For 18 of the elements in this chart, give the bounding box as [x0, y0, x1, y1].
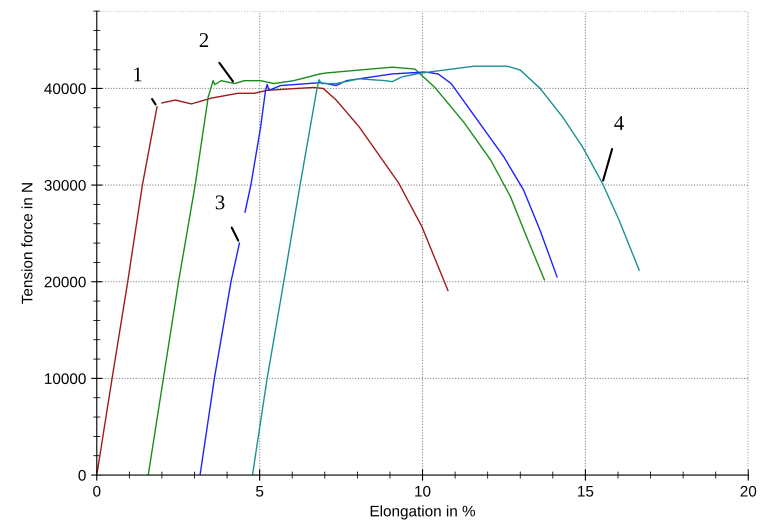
y-tick-label: 20000 — [44, 276, 86, 288]
y-tick-label: 40000 — [44, 83, 86, 94]
y-tick-label: 30000 — [44, 180, 86, 191]
series-label: 2 — [200, 33, 208, 47]
x-tick-label: 0 — [93, 486, 100, 497]
x-tick-label: 20 — [740, 486, 756, 497]
x-tick-label: 10 — [415, 486, 430, 497]
y-tick-label: 10000 — [45, 373, 86, 384]
series-label: 4 — [614, 116, 624, 130]
x-axis-title: Elongation in % — [370, 505, 476, 520]
series-label: 1 — [134, 67, 142, 82]
series-label: 3 — [216, 195, 224, 210]
x-tick-label: 5 — [256, 486, 264, 497]
line-series — [148, 66, 546, 476]
x-tick-label: 15 — [578, 486, 594, 497]
y-tick-label: 0 — [78, 470, 86, 481]
y-axis-title: Tension force in N — [21, 183, 33, 304]
line-series — [252, 66, 640, 476]
